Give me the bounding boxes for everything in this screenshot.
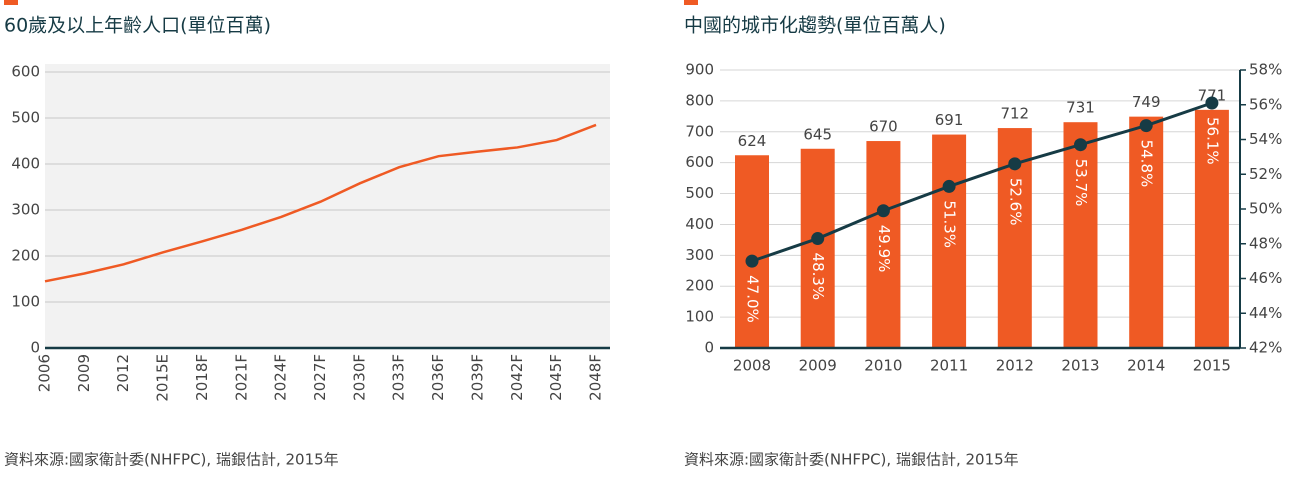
- x-tick-label: 2018F: [193, 354, 211, 401]
- point-value-label: 51.3%: [941, 200, 959, 248]
- y-tick-label: 800: [685, 91, 714, 109]
- x-tick-label: 2039F: [468, 354, 486, 401]
- x-tick-label: 2014: [1127, 357, 1165, 375]
- y-tick-label: 500: [685, 184, 714, 202]
- x-tick-label: 2011: [930, 357, 968, 375]
- y-tick-label: 600: [11, 63, 40, 81]
- bar-value-label: 624: [738, 132, 767, 150]
- y2-tick-label: 54%: [1249, 130, 1282, 148]
- x-tick-label: 2008: [733, 357, 771, 375]
- bar-value-label: 731: [1066, 99, 1095, 117]
- source: 資料來源:國家衛計委(NHFPC), 瑞銀估計, 2015年: [4, 451, 339, 469]
- x-tick-label: 2024F: [272, 354, 290, 401]
- plot-background: [45, 64, 610, 348]
- point-value-label: 52.6%: [1006, 178, 1024, 226]
- bar: [800, 148, 835, 348]
- data-point: [1074, 138, 1087, 152]
- y-tick-label: 300: [685, 246, 714, 264]
- y-tick-label: 0: [704, 339, 714, 357]
- y-tick-label: 200: [11, 247, 40, 265]
- y-tick-label: 100: [685, 308, 714, 326]
- x-tick-label: 2048F: [587, 354, 605, 401]
- x-tick-label: 2030F: [350, 354, 368, 401]
- bar: [735, 155, 769, 348]
- data-point: [811, 232, 825, 246]
- data-point: [876, 204, 890, 218]
- point-value-label: 53.7%: [1072, 159, 1090, 207]
- data-point: [1139, 119, 1153, 133]
- x-tick-label: 2015: [1193, 357, 1231, 375]
- y-tick-label: 500: [11, 109, 40, 127]
- y-tick-label: 700: [685, 122, 714, 140]
- x-tick-label: 2009: [799, 357, 837, 375]
- bar-value-label: 771: [1198, 86, 1227, 104]
- data-point: [1008, 157, 1022, 171]
- bar: [1194, 109, 1229, 348]
- x-tick-label: 2009: [75, 354, 93, 392]
- data-point: [1205, 96, 1219, 110]
- x-tick-label: 2033F: [390, 354, 408, 401]
- chart-title: 60歲及以上年齡人口(單位百萬): [4, 15, 271, 37]
- x-tick-label: 2045F: [547, 354, 565, 401]
- y-tick-label: 900: [685, 61, 714, 79]
- y2-tick-label: 58%: [1249, 61, 1282, 79]
- chart-title: 中國的城市化趨勢(單位百萬人): [684, 15, 946, 37]
- x-tick-label: 2012: [996, 357, 1034, 375]
- x-tick-label: 2036F: [429, 354, 447, 401]
- data-point: [942, 179, 956, 193]
- y2-tick-label: 46%: [1249, 269, 1282, 287]
- x-tick-label: 2006: [36, 354, 54, 392]
- title-accent: [4, 0, 18, 5]
- data-point: [745, 254, 759, 268]
- y-tick-label: 400: [685, 215, 714, 233]
- bar-value-label: 670: [869, 118, 898, 136]
- y-tick-label: 300: [11, 201, 40, 219]
- y2-tick-label: 50%: [1249, 200, 1282, 218]
- data-line: [44, 123, 597, 283]
- bar-value-label: 645: [803, 125, 832, 143]
- bar: [866, 141, 901, 348]
- y-tick-label: 600: [685, 153, 714, 171]
- point-value-label: 54.8%: [1138, 140, 1156, 188]
- point-value-label: 49.9%: [875, 225, 893, 273]
- bar-value-label: 691: [935, 111, 964, 129]
- y2-tick-label: 52%: [1249, 165, 1282, 183]
- bar: [932, 134, 967, 348]
- y2-tick-label: 42%: [1249, 339, 1282, 357]
- source: 資料來源:國家衛計委(NHFPC), 瑞銀估計, 2015年: [684, 451, 1019, 469]
- x-tick-label: 2015E: [154, 354, 172, 402]
- bar: [1129, 116, 1164, 349]
- point-value-label: 48.3%: [809, 253, 827, 301]
- x-tick-label: 2027F: [311, 354, 329, 401]
- y-tick-label: 100: [11, 293, 40, 311]
- bar-value-label: 749: [1132, 93, 1161, 111]
- x-tick-label: 2013: [1061, 357, 1099, 375]
- x-tick-label: 2012: [114, 354, 132, 392]
- x-tick-label: 2010: [864, 357, 902, 375]
- point-value-label: 47.0%: [744, 275, 762, 323]
- point-value-label: 56.1%: [1203, 117, 1221, 165]
- title-accent: [684, 0, 698, 5]
- bar-value-label: 712: [1000, 105, 1029, 123]
- data-line: [751, 101, 1213, 263]
- y-tick-label: 400: [11, 155, 40, 173]
- y-tick-label: 200: [685, 277, 714, 295]
- bar: [1063, 122, 1098, 348]
- y-tick-label: 0: [30, 339, 40, 357]
- y2-tick-label: 44%: [1249, 304, 1282, 322]
- x-tick-label: 2042F: [508, 354, 526, 401]
- y2-tick-label: 48%: [1249, 234, 1282, 252]
- x-tick-label: 2021F: [232, 354, 250, 401]
- y2-tick-label: 56%: [1249, 95, 1282, 113]
